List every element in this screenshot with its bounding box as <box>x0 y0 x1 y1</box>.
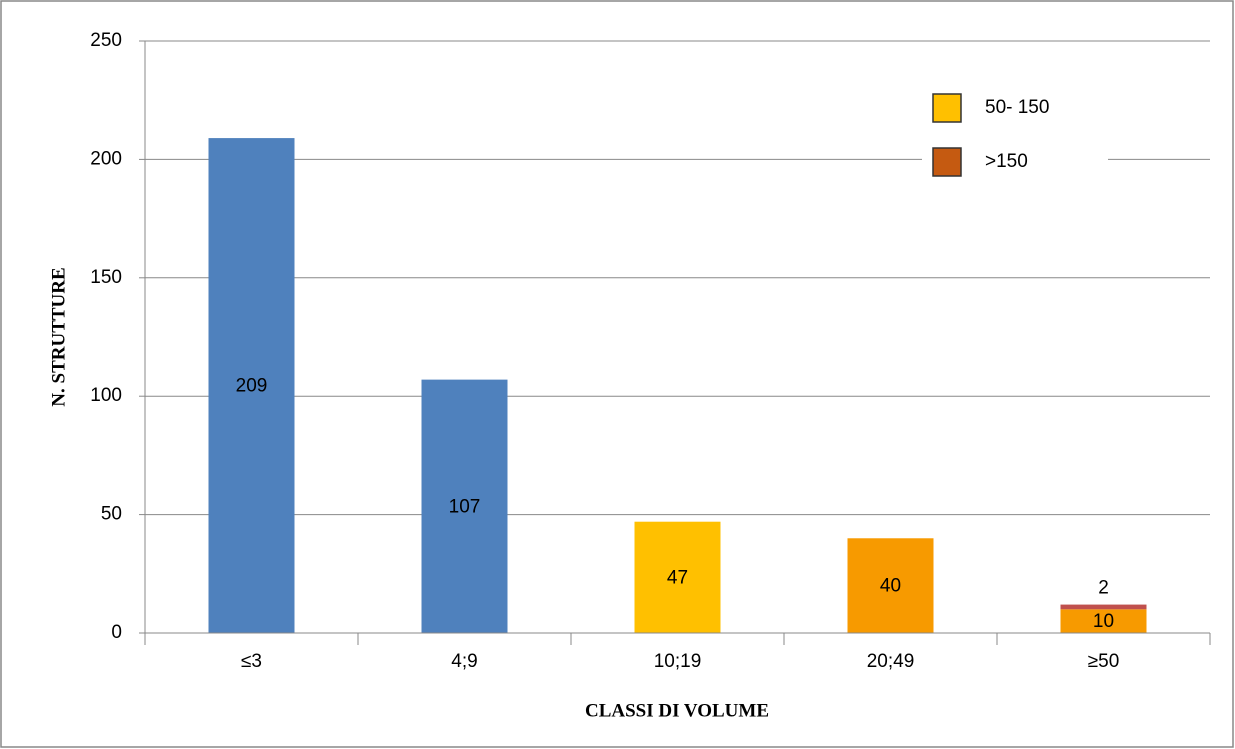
data-label: 10 <box>1093 611 1114 632</box>
x-tick-label: 10;19 <box>654 651 702 672</box>
bar <box>1060 609 1147 633</box>
data-label: 47 <box>667 567 688 588</box>
legend-swatch <box>932 93 962 123</box>
y-axis-title: N. STRUTTURE <box>48 267 69 406</box>
bar <box>634 521 721 633</box>
bar <box>208 138 295 633</box>
legend-label: 50- 150 <box>985 97 1049 118</box>
bar <box>1060 604 1147 610</box>
bar <box>847 538 934 633</box>
data-label: 2 <box>1098 578 1109 599</box>
legend-label: >150 <box>985 151 1028 172</box>
y-tick-label: 200 <box>90 148 122 169</box>
data-label: 40 <box>880 576 901 597</box>
data-label: 107 <box>449 496 481 517</box>
y-tick-label: 250 <box>90 30 122 51</box>
bar <box>421 379 508 633</box>
y-tick-label: 0 <box>111 622 122 643</box>
y-tick-label: 100 <box>90 385 122 406</box>
data-label: 209 <box>236 376 268 397</box>
x-tick-label: ≤3 <box>241 651 262 672</box>
x-tick-label: 4;9 <box>451 651 477 672</box>
y-tick-label: 150 <box>90 267 122 288</box>
legend-swatch <box>932 147 962 177</box>
x-tick-label: 20;49 <box>867 651 915 672</box>
y-tick-label: 50 <box>101 504 122 525</box>
x-axis-title: CLASSI DI VOLUME <box>585 700 769 721</box>
x-tick-label: ≥50 <box>1088 651 1120 672</box>
